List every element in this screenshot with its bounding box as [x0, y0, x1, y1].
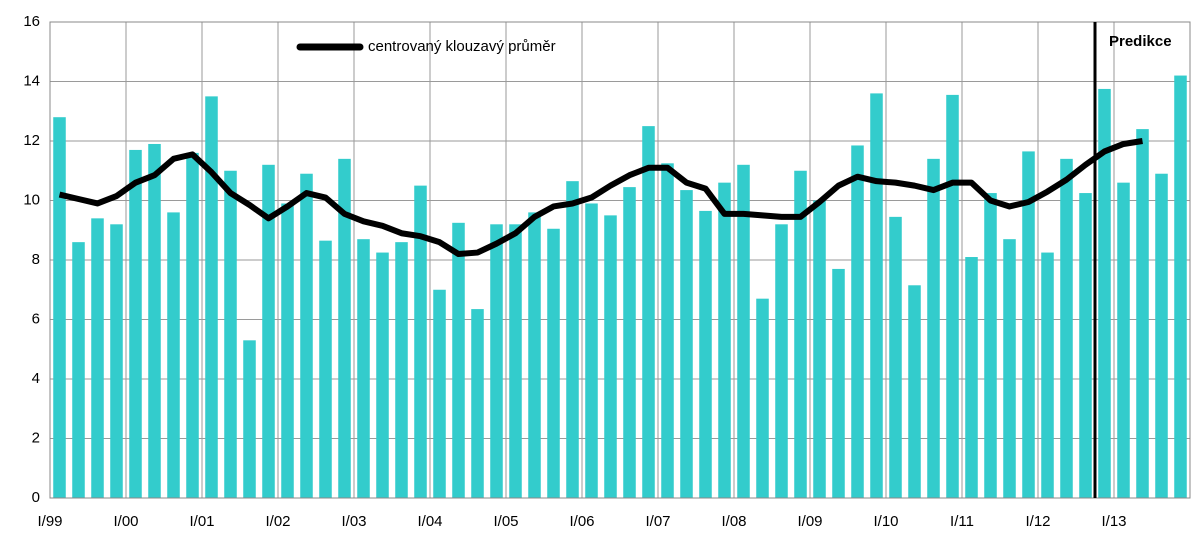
legend-label: centrovaný klouzavý průměr: [368, 38, 556, 55]
bar: [965, 257, 978, 498]
x-tick-label: I/10: [873, 513, 898, 530]
y-tick-label: 2: [32, 429, 40, 446]
bar: [661, 163, 674, 498]
x-tick-label: I/08: [721, 513, 746, 530]
y-tick-label: 10: [23, 191, 40, 208]
x-tick-label: I/05: [493, 513, 518, 530]
bar: [680, 190, 693, 498]
bar: [1041, 252, 1054, 498]
bar: [1136, 129, 1149, 498]
bar: [1060, 158, 1073, 498]
bar: [509, 224, 522, 499]
plot-border: [49, 21, 1191, 499]
x-tick-label: I/00: [113, 513, 138, 530]
bar: [1079, 193, 1092, 498]
bar: [623, 187, 636, 499]
line: [58, 138, 1143, 258]
x-tick-label: I/07: [645, 513, 670, 530]
bar: [186, 152, 199, 498]
bar: [566, 181, 579, 498]
bar: [243, 340, 256, 498]
bar: [528, 212, 541, 498]
x-tick-label: I/09: [797, 513, 822, 530]
bar: [110, 224, 123, 499]
x-tick-label: I/01: [189, 513, 214, 530]
x-tick-label: I/11: [950, 513, 974, 530]
bar: [1117, 182, 1130, 498]
bar: [490, 224, 503, 499]
bar: [813, 200, 826, 498]
bar: [908, 285, 921, 498]
annotation: Predikce: [1109, 33, 1172, 50]
bar: [300, 173, 313, 498]
x-tick-label: I/06: [569, 513, 594, 530]
bar: [794, 170, 807, 498]
bar: [1155, 173, 1168, 498]
bar: [1098, 88, 1111, 498]
x-tick-label: I/04: [417, 513, 442, 530]
bar: [452, 222, 465, 498]
y-tick-label: 0: [32, 489, 40, 506]
bar: [53, 117, 66, 498]
bar: [889, 216, 902, 499]
bar: [699, 210, 712, 498]
bar: [946, 94, 959, 498]
bar: [262, 164, 275, 499]
bar: [433, 289, 446, 498]
bar: [319, 240, 332, 498]
bar: [338, 158, 351, 498]
bar: [851, 145, 864, 498]
bar: [205, 96, 218, 498]
bar: [547, 228, 560, 498]
bar: [357, 239, 370, 499]
bar: [1174, 75, 1187, 499]
y-tick-label: 8: [32, 251, 40, 268]
bar: [129, 149, 142, 499]
y-tick-label: 4: [32, 370, 40, 387]
bar: [984, 193, 997, 498]
bar: [72, 242, 85, 498]
bar: [927, 158, 940, 498]
bar: [604, 215, 617, 498]
y-tick-label: 6: [32, 310, 40, 327]
bar: [870, 93, 883, 499]
x-tick-label: I/13: [1101, 513, 1126, 530]
y-tick-label: 12: [23, 132, 40, 149]
bar: [832, 268, 845, 498]
bar: [224, 170, 237, 498]
bar: [281, 203, 294, 498]
bar: [414, 185, 427, 498]
bar: [737, 164, 750, 499]
bar: [775, 224, 788, 499]
bar: [471, 309, 484, 498]
bar: [642, 126, 655, 498]
bar: [585, 203, 598, 498]
bar: [718, 182, 731, 498]
grid: [50, 21, 1190, 499]
bar: [167, 212, 180, 498]
bar: [1003, 239, 1016, 499]
bar: [1022, 151, 1035, 498]
bar: [91, 218, 104, 498]
y-tick-label: 14: [23, 72, 40, 89]
bar: [395, 242, 408, 498]
x-tick-label: I/99: [37, 513, 62, 530]
x-tick-label: I/12: [1025, 513, 1050, 530]
bar: [376, 252, 389, 498]
bar: [148, 143, 161, 498]
y-tick-label: 16: [23, 13, 40, 30]
bar: [756, 298, 769, 498]
x-tick-label: I/02: [265, 513, 290, 530]
x-tick-label: I/03: [341, 513, 366, 530]
